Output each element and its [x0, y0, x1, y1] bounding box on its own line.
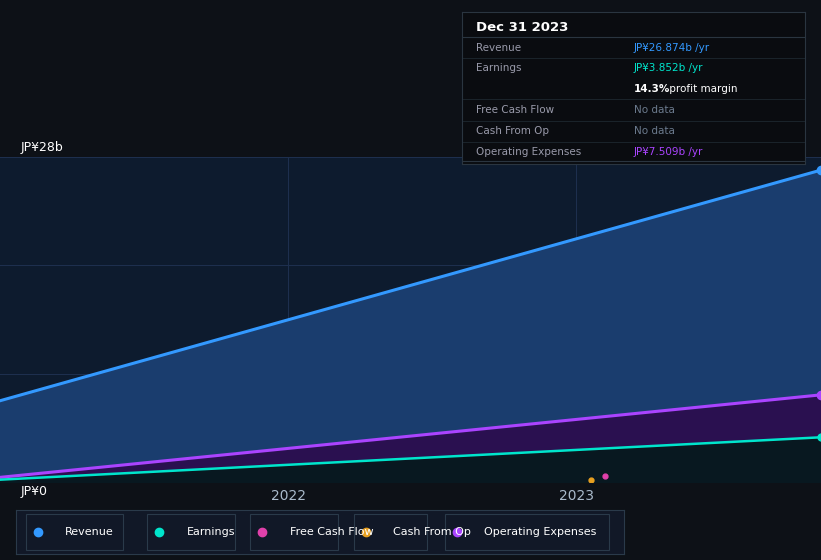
Text: Operating Expenses: Operating Expenses	[484, 527, 597, 537]
Text: JP¥28b: JP¥28b	[21, 141, 63, 154]
Text: JP¥0: JP¥0	[21, 485, 48, 498]
Text: Dec 31 2023: Dec 31 2023	[475, 21, 568, 34]
Text: Free Cash Flow: Free Cash Flow	[475, 105, 554, 115]
Text: profit margin: profit margin	[666, 84, 737, 94]
Text: No data: No data	[634, 105, 674, 115]
Text: Revenue: Revenue	[475, 43, 521, 53]
Text: Earnings: Earnings	[186, 527, 235, 537]
Text: Operating Expenses: Operating Expenses	[475, 147, 581, 157]
Text: No data: No data	[634, 127, 674, 136]
Text: Cash From Op: Cash From Op	[475, 127, 548, 136]
Text: Free Cash Flow: Free Cash Flow	[290, 527, 374, 537]
Text: 14.3%: 14.3%	[634, 84, 670, 94]
Text: JP¥26.874b /yr: JP¥26.874b /yr	[634, 43, 709, 53]
Text: Revenue: Revenue	[65, 527, 114, 537]
Text: JP¥3.852b /yr: JP¥3.852b /yr	[634, 63, 703, 73]
Text: Earnings: Earnings	[475, 63, 521, 73]
Text: Cash From Op: Cash From Op	[393, 527, 471, 537]
Text: JP¥7.509b /yr: JP¥7.509b /yr	[634, 147, 703, 157]
